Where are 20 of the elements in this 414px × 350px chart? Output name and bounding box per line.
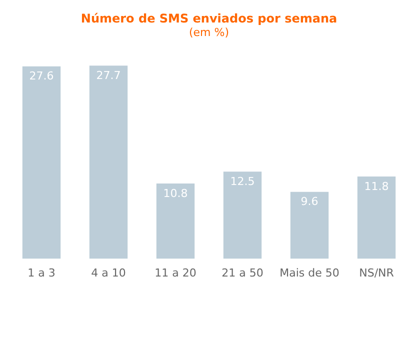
chart-title: Número de SMS enviados por semana bbox=[80, 11, 338, 26]
bar bbox=[223, 172, 262, 259]
bar bbox=[22, 66, 61, 259]
x-tick-label: NS/NR bbox=[359, 266, 394, 280]
data-label: 9.6 bbox=[300, 195, 318, 208]
x-tick-label: 21 a 50 bbox=[222, 266, 264, 280]
bar bbox=[290, 192, 329, 259]
x-tick-label: 1 a 3 bbox=[28, 266, 56, 280]
bar bbox=[89, 66, 128, 259]
data-label: 27.7 bbox=[96, 69, 121, 82]
data-label: 12.5 bbox=[230, 174, 255, 188]
x-tick-label: 11 a 20 bbox=[154, 266, 196, 280]
bar bbox=[156, 183, 195, 259]
data-label: 11.8 bbox=[364, 180, 389, 193]
data-label: 10.8 bbox=[163, 186, 188, 200]
data-label: 27.6 bbox=[29, 70, 54, 83]
bar bbox=[357, 176, 396, 259]
chart-subtitle: (em %) bbox=[188, 26, 230, 39]
x-tick-label: 4 a 10 bbox=[91, 266, 126, 280]
x-tick-label: Mais de 50 bbox=[280, 266, 340, 280]
